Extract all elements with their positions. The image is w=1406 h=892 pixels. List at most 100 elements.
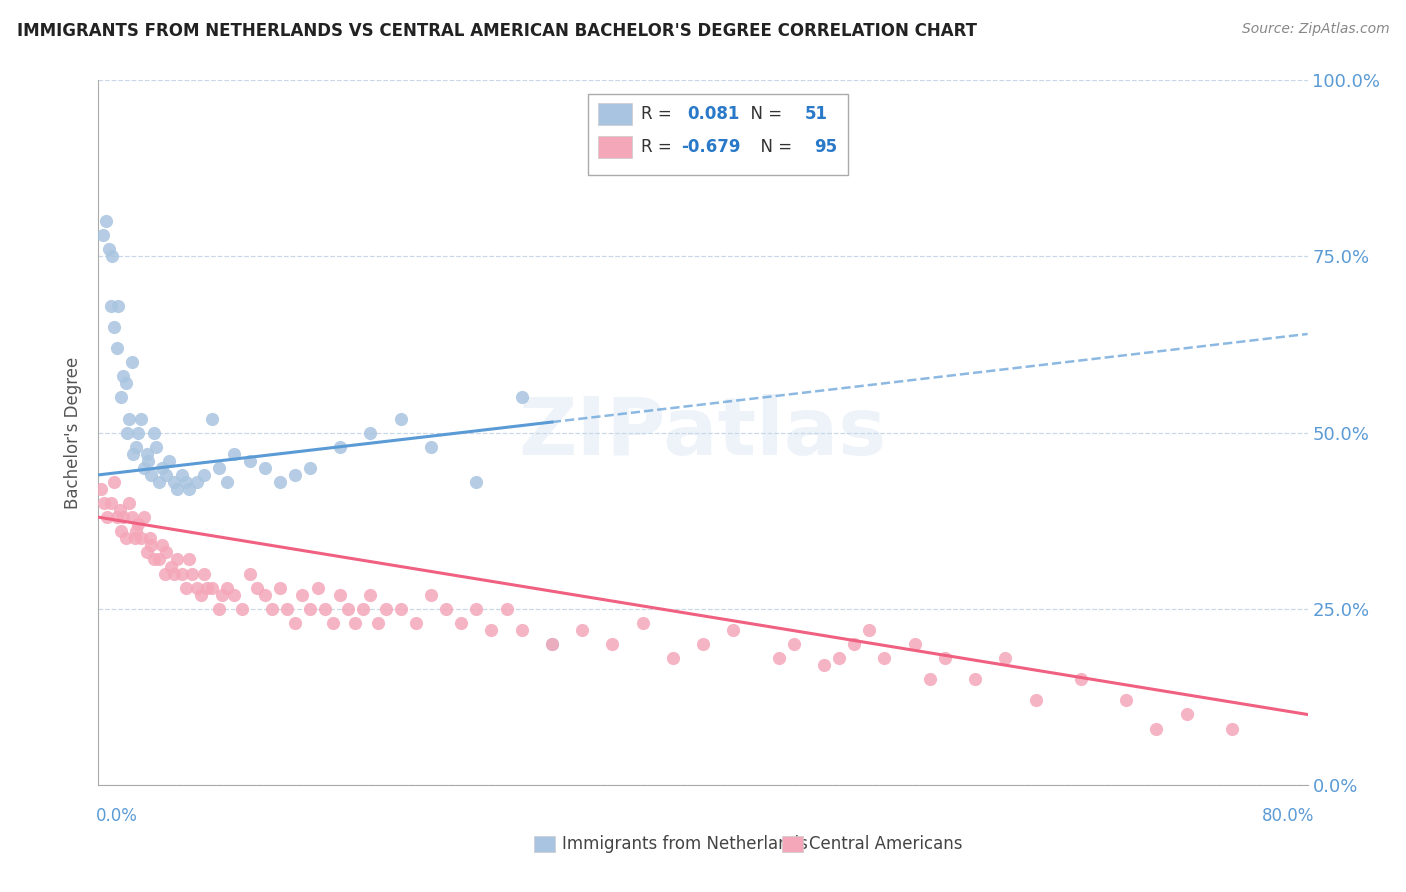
Point xyxy=(170,467,193,482)
Point xyxy=(844,637,866,651)
Point xyxy=(127,425,149,440)
Text: -0.679: -0.679 xyxy=(682,138,741,156)
Point xyxy=(135,447,157,461)
Point xyxy=(828,651,851,665)
Point xyxy=(389,601,412,615)
Point xyxy=(98,243,121,257)
Point xyxy=(994,651,1017,665)
Point xyxy=(114,532,136,546)
Point xyxy=(91,228,114,243)
Point xyxy=(208,601,231,615)
Point xyxy=(141,538,163,552)
Point xyxy=(276,601,298,615)
Point xyxy=(1175,707,1198,722)
Point xyxy=(420,588,443,602)
Point xyxy=(374,601,396,615)
Point xyxy=(181,566,204,581)
Point xyxy=(873,651,896,665)
Point xyxy=(284,615,307,630)
Point xyxy=(465,601,488,615)
Point xyxy=(186,581,208,595)
Point xyxy=(114,376,136,391)
Point xyxy=(174,475,197,489)
Point xyxy=(284,467,307,482)
Point xyxy=(420,440,443,454)
Text: IMMIGRANTS FROM NETHERLANDS VS CENTRAL AMERICAN BACHELOR'S DEGREE CORRELATION CH: IMMIGRANTS FROM NETHERLANDS VS CENTRAL A… xyxy=(17,22,977,40)
Point xyxy=(405,615,427,630)
Point xyxy=(193,467,215,482)
Point xyxy=(299,460,322,475)
Point xyxy=(110,391,132,405)
Point xyxy=(918,673,941,687)
Point xyxy=(1024,693,1046,707)
Point xyxy=(136,454,159,468)
Point xyxy=(103,320,125,334)
Point xyxy=(224,588,246,602)
Point xyxy=(783,637,806,651)
Point xyxy=(160,559,183,574)
Text: Immigrants from Netherlands: Immigrants from Netherlands xyxy=(561,835,807,853)
Point xyxy=(132,460,155,475)
Point xyxy=(329,440,352,454)
Point xyxy=(291,588,314,602)
Point xyxy=(111,369,134,384)
Point xyxy=(208,460,231,475)
Point xyxy=(107,299,129,313)
Point xyxy=(155,545,177,559)
Point xyxy=(111,510,134,524)
Point xyxy=(1115,693,1137,707)
Point xyxy=(115,425,138,440)
Point xyxy=(129,411,152,425)
Point xyxy=(103,475,125,489)
Point xyxy=(186,475,208,489)
Point xyxy=(101,250,124,264)
Point xyxy=(150,460,173,475)
Point xyxy=(450,615,472,630)
Point xyxy=(141,467,163,482)
Point xyxy=(262,601,284,615)
Point xyxy=(481,623,503,637)
Point xyxy=(122,447,145,461)
Point xyxy=(495,601,517,615)
Point xyxy=(94,214,117,228)
Point xyxy=(768,651,790,665)
Point xyxy=(143,552,166,566)
Point xyxy=(352,601,374,615)
Text: Central Americans: Central Americans xyxy=(810,835,963,853)
Point xyxy=(510,623,533,637)
Point xyxy=(179,482,201,496)
Point xyxy=(465,475,488,489)
Point xyxy=(100,299,122,313)
Point xyxy=(1220,722,1243,736)
Point xyxy=(434,601,457,615)
Point xyxy=(118,496,141,510)
Point xyxy=(540,637,562,651)
Text: 0.0%: 0.0% xyxy=(96,807,138,825)
Point xyxy=(166,552,188,566)
Point xyxy=(540,637,562,651)
Point xyxy=(190,588,212,602)
Point xyxy=(150,538,173,552)
Point xyxy=(121,355,143,369)
Point xyxy=(139,532,162,546)
Point xyxy=(193,566,215,581)
Point xyxy=(125,440,148,454)
Point xyxy=(858,623,880,637)
Point xyxy=(231,601,253,615)
Point xyxy=(661,651,683,665)
Text: N =: N = xyxy=(741,105,787,123)
Point xyxy=(93,496,115,510)
Point xyxy=(127,517,149,532)
Point xyxy=(965,673,987,687)
Point xyxy=(344,615,367,630)
Point xyxy=(100,496,122,510)
Point xyxy=(239,454,262,468)
Point xyxy=(135,545,157,559)
Point xyxy=(148,475,170,489)
Point xyxy=(105,510,128,524)
Point xyxy=(124,532,146,546)
Point xyxy=(314,601,336,615)
Point xyxy=(215,475,238,489)
Point xyxy=(389,411,412,425)
Point xyxy=(145,440,167,454)
